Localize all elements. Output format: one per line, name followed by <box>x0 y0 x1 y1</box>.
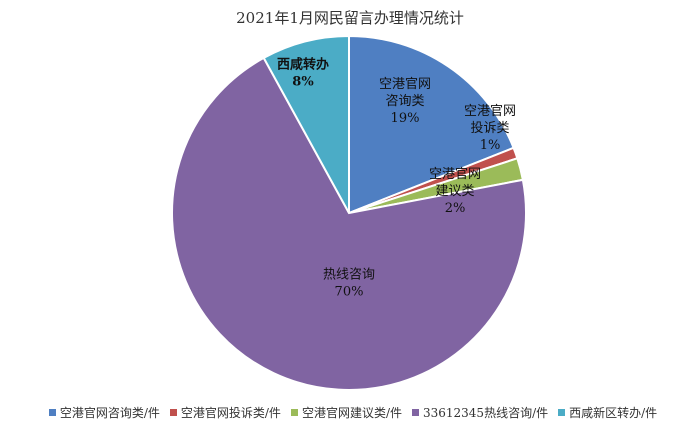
data-label-percent: 1% <box>480 138 501 153</box>
data-label-text: 咨询类 <box>385 94 424 109</box>
data-label-percent: 8% <box>292 75 314 90</box>
pie-slice-1 <box>348 34 515 215</box>
legend-swatch <box>169 408 177 416</box>
legend-item-3: 空港官网建议类/件 <box>290 404 402 421</box>
data-label-text: 空港官网 <box>464 103 516 119</box>
data-label-percent: 19% <box>391 111 420 126</box>
legend-item-2: 空港官网投诉类/件 <box>169 404 281 421</box>
chart-title: 2021年1月网民留言办理情况统计 <box>236 9 464 27</box>
data-label-text: 空港官网 <box>429 166 481 182</box>
legend-label: 空港官网咨询类/件 <box>59 405 160 420</box>
data-label-4: 热线咨询 70% <box>323 268 375 300</box>
data-label-1: 空港官网咨询类 19% <box>379 76 431 126</box>
legend-item-4: 33612345热线咨询/件 <box>411 404 549 421</box>
data-label-percent: 70% <box>335 285 364 300</box>
legend-swatch <box>411 408 419 416</box>
data-label-text: 建议类 <box>435 184 474 199</box>
data-label-text: 投诉类 <box>470 120 509 136</box>
data-label-5: 西咸转办 8% <box>277 57 329 90</box>
data-label-3: 空港官网建议类 2% <box>429 166 481 216</box>
legend: 空港官网咨询类/件 空港官网投诉类/件 空港官网建议类/件 33612345热线咨询/… <box>8 402 698 422</box>
data-label-text: 西咸转办 <box>277 57 329 73</box>
legend-swatch <box>290 408 298 416</box>
legend-label: 空港官网投诉类/件 <box>180 405 281 420</box>
data-label-percent: 2% <box>445 201 466 216</box>
legend-label: 西咸新区转办/件 <box>569 405 658 420</box>
legend-label: 33612345热线咨询/件 <box>422 405 549 420</box>
data-label-2: 空港官网投诉类 1% <box>464 103 516 153</box>
legend-swatch <box>48 408 56 416</box>
legend-item-1: 空港官网咨询类/件 <box>48 404 160 421</box>
data-label-text: 空港官网 <box>379 76 431 92</box>
data-label-text: 热线咨询 <box>323 268 375 283</box>
pie-slice-4 <box>171 56 527 391</box>
pie-slice-5 <box>262 34 350 214</box>
legend-swatch <box>558 408 566 416</box>
legend-item-5: 西咸新区转办/件 <box>558 404 657 421</box>
legend-label: 空港官网建议类/件 <box>301 405 402 420</box>
